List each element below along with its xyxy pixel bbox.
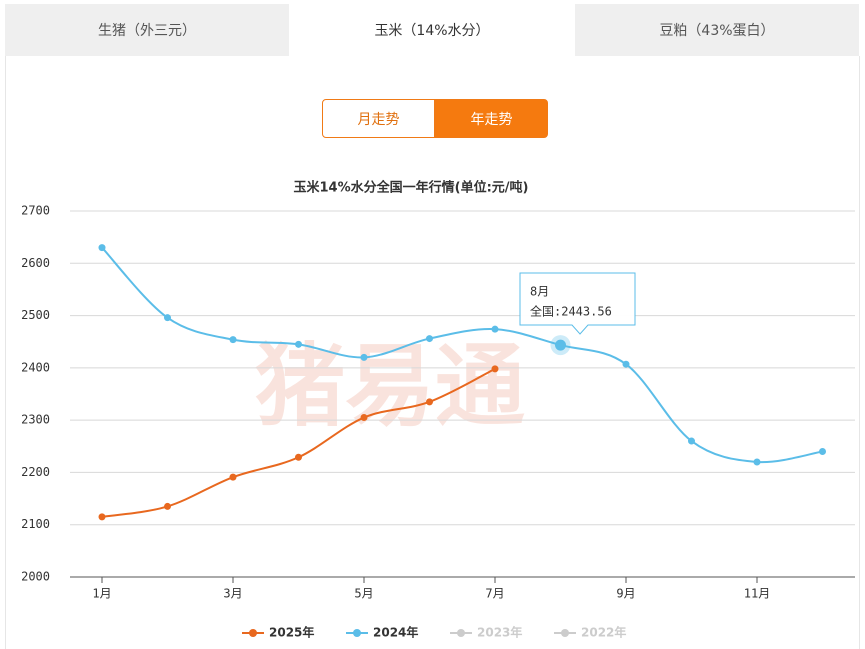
y-tick-label: 2700 [21, 204, 50, 218]
legend-label[interactable]: 2024年 [373, 625, 418, 640]
hover-point [555, 339, 566, 351]
data-point [426, 398, 433, 406]
y-tick-label: 2300 [21, 413, 50, 427]
legend-swatch-dot [561, 629, 569, 637]
data-point [229, 473, 237, 481]
data-point [426, 335, 433, 343]
data-point [819, 448, 826, 456]
x-tick-label: 11月 [744, 587, 770, 601]
data-point [360, 414, 368, 422]
watermark: 猪易通 [255, 334, 525, 439]
tooltip-text: 全国:2443.56 [530, 304, 612, 319]
y-tick-label: 2100 [21, 517, 50, 531]
y-tick-label: 2600 [21, 256, 50, 270]
tooltip-box [519, 272, 636, 335]
x-tick-label: 5月 [354, 587, 373, 601]
legend-label[interactable]: 2025年 [269, 625, 314, 640]
y-tick-label: 2500 [21, 308, 50, 322]
data-point [491, 365, 499, 373]
x-tick-label: 1月 [92, 587, 111, 601]
data-point [360, 353, 368, 361]
data-point [98, 513, 106, 521]
tab[interactable]: 豆粕（43%蛋白） [575, 4, 860, 56]
tab[interactable]: 玉米（14%水分） [290, 4, 575, 56]
button[interactable]: 年走势 [435, 99, 548, 138]
data-point [491, 325, 499, 333]
legend-swatch-dot [249, 629, 257, 637]
data-point [164, 314, 171, 322]
y-tick-label: 2200 [21, 465, 50, 479]
data-point [622, 360, 630, 368]
y-tick-label: 2000 [21, 570, 50, 584]
y-tick-label: 2400 [21, 360, 50, 374]
tab[interactable]: 生猪（外三元） [5, 4, 290, 56]
data-point [753, 458, 761, 466]
x-tick-label: 7月 [485, 587, 504, 601]
tooltip-title: 8月 [530, 285, 549, 299]
legend-swatch-dot [457, 629, 465, 637]
data-point [98, 244, 106, 252]
button[interactable]: 月走势 [322, 99, 435, 138]
data-point [229, 336, 237, 344]
legend-label[interactable]: 2023年 [477, 625, 522, 640]
x-tick-label: 9月 [616, 587, 635, 601]
data-point [688, 437, 695, 445]
data-point [295, 453, 302, 461]
legend-swatch-dot [353, 629, 361, 637]
data-point [295, 340, 302, 348]
tab-bar: 生猪（外三元） 玉米（14%水分） 豆粕（43%蛋白） [5, 4, 860, 56]
panel [5, 56, 860, 649]
legend-label[interactable]: 2022年 [581, 625, 626, 640]
data-point [164, 502, 171, 510]
chart-title: 玉米14%水分全国一年行情(单位:元/吨) [294, 180, 529, 196]
x-tick-label: 3月 [223, 587, 242, 601]
